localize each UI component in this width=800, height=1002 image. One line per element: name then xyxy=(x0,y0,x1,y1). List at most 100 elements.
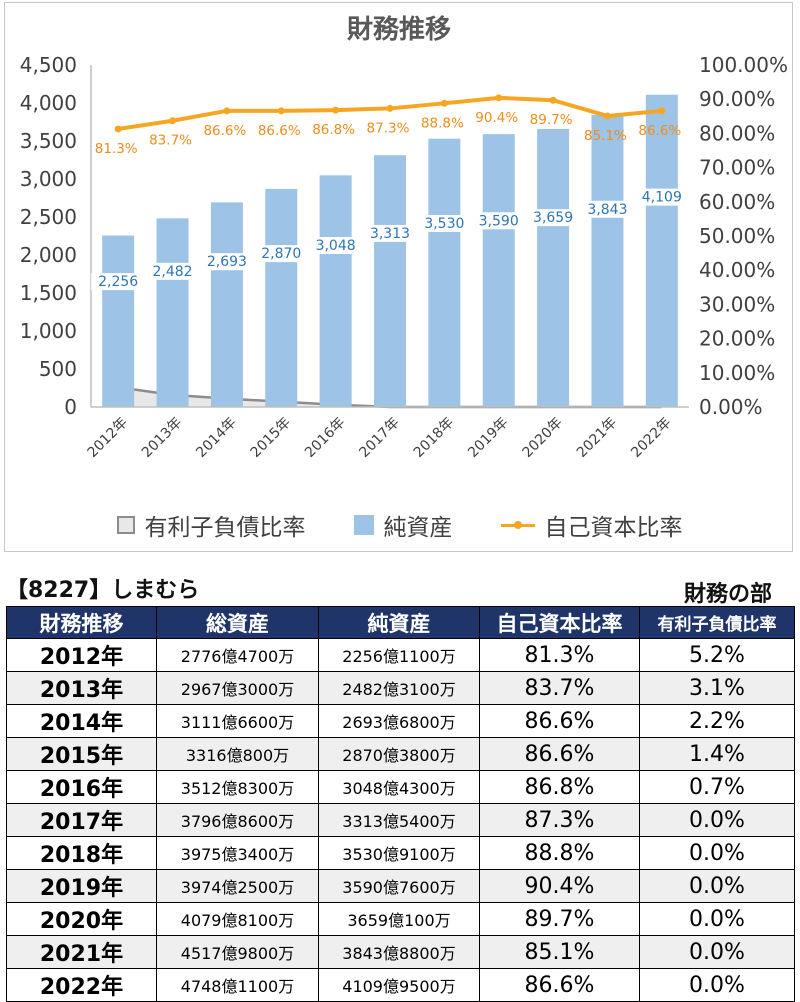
equity-ratio-data-label: 86.6% xyxy=(258,123,301,139)
legend-label-equity-ratio: 自己資本比率 xyxy=(544,515,683,541)
cell-net-assets: 4109億9500万 xyxy=(318,968,480,1002)
table-row: 2015年 3316億800万 2870億3800万 86.6% 1.4% xyxy=(6,737,795,771)
legend-item-net-assets: 純資産 xyxy=(353,508,453,542)
y-left-tick-label: 1,000 xyxy=(20,319,77,343)
cell-debt-ratio: 0.0% xyxy=(639,803,795,837)
net-assets-bar xyxy=(374,155,406,407)
cell-equity-ratio: 88.8% xyxy=(479,836,640,870)
cell-equity-ratio: 83.7% xyxy=(479,671,640,705)
x-tick-label: 2016年 xyxy=(302,415,348,461)
y-left-tick-label: 3,500 xyxy=(20,129,77,153)
cell-net-assets: 3843億8800万 xyxy=(318,935,480,969)
y-left-tick-label: 2,500 xyxy=(20,205,77,229)
cell-total-assets: 2967億3000万 xyxy=(156,671,319,705)
header-debt-ratio: 有利子負債比率 xyxy=(639,606,795,639)
net-assets-label-bg xyxy=(471,212,526,230)
net-assets-data-label: 4,109 xyxy=(642,190,682,206)
cell-net-assets: 2256億1100万 xyxy=(318,638,480,672)
legend-item-equity-ratio: 自己資本比率 xyxy=(500,508,683,542)
legend-swatch-equity-ratio xyxy=(500,520,535,529)
table-row: 2022年 4748億1100万 4109億9500万 86.6% 0.0% xyxy=(6,968,795,1002)
chart-title: 財務推移 xyxy=(347,15,451,45)
cell-total-assets: 3975億3400万 xyxy=(156,836,319,870)
y-left-tick-label: 2,000 xyxy=(20,243,77,267)
y-left-tick-label: 0 xyxy=(64,395,77,419)
table-row: 2013年 2967億3000万 2482億3100万 83.7% 3.1% xyxy=(6,671,795,705)
y-left-tick-label: 500 xyxy=(39,357,77,381)
y-right-tick-label: 50.00% xyxy=(699,224,775,248)
cell-equity-ratio: 86.6% xyxy=(479,737,640,771)
equity-ratio-point xyxy=(440,99,448,107)
cell-debt-ratio: 0.0% xyxy=(639,869,795,903)
equity-ratio-data-label: 86.8% xyxy=(312,122,355,138)
net-assets-data-label: 3,843 xyxy=(587,202,627,218)
net-assets-bar xyxy=(265,188,298,407)
cell-total-assets: 3512億8300万 xyxy=(156,770,319,804)
cell-equity-ratio: 86.8% xyxy=(479,770,640,804)
equity-ratio-point xyxy=(114,125,122,133)
cell-equity-ratio: 81.3% xyxy=(479,638,640,672)
financial-chart: 財務推移 0 500 1,000 1,500 2,000 2,500 3,000 3,500 4,… xyxy=(20,15,788,461)
equity-ratio-data-label: 81.3% xyxy=(95,141,138,157)
cell-debt-ratio: 0.7% xyxy=(639,770,795,804)
cell-debt-ratio: 5.2% xyxy=(639,638,795,672)
x-tick-label: 2017年 xyxy=(356,415,402,461)
cell-net-assets: 3048億4300万 xyxy=(318,770,480,804)
net-assets-data-label: 3,659 xyxy=(533,210,573,226)
y-right-tick-label: 20.00% xyxy=(699,327,775,351)
equity-ratio-point xyxy=(223,107,231,115)
cell-year: 2018年 xyxy=(6,836,157,870)
equity-ratio-point xyxy=(386,104,394,112)
cell-year: 2015年 xyxy=(6,737,157,771)
section-label: 財務の部 xyxy=(683,582,772,607)
table-header-row: 財務推移 総資産 純資産 自己資本比率 有利子負債比率 xyxy=(6,606,795,639)
cell-year: 2020年 xyxy=(6,902,157,936)
y-left-tick-label: 3,000 xyxy=(20,167,77,191)
x-tick-label: 2014年 xyxy=(193,415,239,461)
y-right-tick-label: 60.00% xyxy=(699,190,775,214)
table-row: 2012年 2776億4700万 2256億1100万 81.3% 5.2% xyxy=(6,638,795,672)
cell-equity-ratio: 85.1% xyxy=(479,935,640,969)
header-equity-ratio: 自己資本比率 xyxy=(479,606,640,639)
x-tick-label: 2015年 xyxy=(248,415,294,461)
net-assets-data-label: 2,693 xyxy=(207,254,247,270)
cell-year: 2014年 xyxy=(6,704,157,738)
y-right-tick-label: 90.00% xyxy=(699,87,775,111)
y-right-tick-label: 70.00% xyxy=(699,156,775,180)
header-net-assets: 純資産 xyxy=(318,606,480,639)
cell-equity-ratio: 90.4% xyxy=(479,869,640,903)
debt-ratio-area xyxy=(118,387,662,407)
net-assets-label-bg xyxy=(145,262,200,280)
x-tick-label: 2018年 xyxy=(411,415,457,461)
cell-net-assets: 2482億3100万 xyxy=(318,671,480,705)
net-assets-bar xyxy=(645,94,678,407)
equity-ratio-point xyxy=(277,107,285,115)
net-assets-label-bg xyxy=(308,237,363,255)
cell-total-assets: 3796億8600万 xyxy=(156,803,319,837)
cell-total-assets: 2776億4700万 xyxy=(156,638,319,672)
y-right-tick-label: 80.00% xyxy=(699,121,775,145)
equity-ratio-data-label: 86.6% xyxy=(638,123,681,139)
x-tick-label: 2013年 xyxy=(139,415,185,461)
net-assets-label-bg xyxy=(580,200,635,218)
cell-total-assets: 4079億8100万 xyxy=(156,902,319,936)
net-assets-bar xyxy=(210,202,243,407)
cell-net-assets: 2870億3800万 xyxy=(318,737,480,771)
net-assets-label-bg xyxy=(199,253,254,271)
cell-year: 2012年 xyxy=(6,638,157,672)
table-row: 2017年 3796億8600万 3313億5400万 87.3% 0.0% xyxy=(6,803,795,837)
cell-debt-ratio: 0.0% xyxy=(639,836,795,870)
equity-ratio-point xyxy=(658,107,666,115)
net-assets-data-label: 3,048 xyxy=(316,238,356,254)
net-assets-bar xyxy=(428,138,461,407)
cell-total-assets: 3316億800万 xyxy=(156,737,319,771)
x-tick-label: 2022年 xyxy=(628,415,674,461)
financial-table: 財務推移 総資産 純資産 自己資本比率 有利子負債比率 2012年 2776億47… xyxy=(6,606,795,1002)
equity-ratio-point xyxy=(332,106,340,114)
equity-ratio-point xyxy=(603,112,611,120)
cell-year: 2019年 xyxy=(6,869,157,903)
net-assets-data-label: 2,870 xyxy=(261,246,301,262)
cell-equity-ratio: 89.7% xyxy=(479,902,640,936)
x-tick-label: 2020年 xyxy=(520,415,566,461)
net-assets-label-bg xyxy=(363,224,417,242)
